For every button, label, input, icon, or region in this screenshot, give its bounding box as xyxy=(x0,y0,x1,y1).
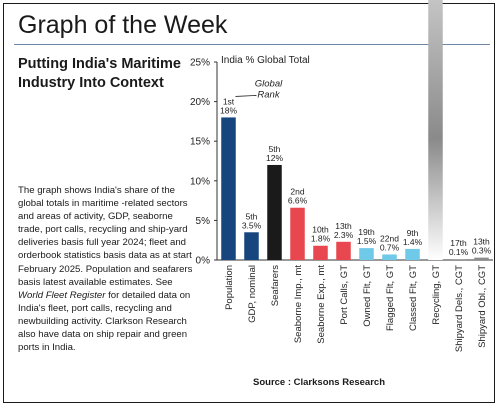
bar-9 xyxy=(405,248,420,260)
bar-11 xyxy=(451,259,466,260)
rank-label: 13th xyxy=(473,237,490,247)
bar-5 xyxy=(313,245,328,260)
world-fleet-register-link[interactable]: World Fleet Register xyxy=(18,289,106,301)
bar-7 xyxy=(359,248,374,260)
category-label: Classed Flt, GT xyxy=(408,265,419,331)
header-divider xyxy=(14,44,490,45)
annotation-leader-line xyxy=(235,95,257,97)
rank-label: 19th xyxy=(358,227,375,237)
rank-label: 17th xyxy=(450,238,467,248)
category-label: GDP, nominal xyxy=(247,265,258,323)
value-label: 1.4% xyxy=(403,237,423,247)
value-label: 1.8% xyxy=(311,234,331,244)
panel-border xyxy=(3,3,495,403)
y-tick-label: 20% xyxy=(190,97,210,108)
bar-6 xyxy=(336,241,351,260)
rank-label: 9th xyxy=(407,228,419,238)
value-label: 0.3% xyxy=(472,246,492,256)
category-label: Port Calls, GT xyxy=(339,265,350,325)
rank-label: 22nd xyxy=(380,233,399,243)
rank-label: 5th xyxy=(269,144,281,154)
category-label: Flagged Flt, GT xyxy=(385,265,396,331)
value-label: 1.5% xyxy=(357,236,377,246)
bar-10 xyxy=(428,0,443,260)
y-tick-label: 5% xyxy=(196,216,211,227)
rank-label: 2nd xyxy=(290,187,304,197)
value-label: 12% xyxy=(266,153,283,163)
article-body: The graph shows India's share of the glo… xyxy=(18,184,196,354)
y-tick-label: 10% xyxy=(190,176,210,187)
page-title: Graph of the Week xyxy=(18,11,228,39)
value-label: 18% xyxy=(220,105,237,115)
bar-4 xyxy=(290,207,305,260)
article-subtitle: Putting India's Maritime Industry Into C… xyxy=(18,56,181,91)
category-label: Seaborne Imp., mt xyxy=(293,265,304,344)
bar-3 xyxy=(267,164,282,260)
value-label: 0.7% xyxy=(380,242,400,252)
category-label: Shipyard Dels., CGT xyxy=(454,265,465,352)
y-tick-label: 25% xyxy=(190,58,210,69)
category-label: Population xyxy=(224,265,235,310)
value-label: 3.5% xyxy=(242,220,262,230)
bar-2 xyxy=(244,232,259,260)
bar-1 xyxy=(221,117,236,260)
rank-label: 5th xyxy=(246,211,258,221)
article-body-part1: The graph shows India's share of the glo… xyxy=(18,185,193,288)
rank-label: 1st xyxy=(223,96,235,106)
category-label: Owned Flt, GT xyxy=(362,265,373,327)
chart-title: India % Global Total xyxy=(221,55,310,66)
rank-label: 10th xyxy=(312,225,329,235)
y-tick-label: 15% xyxy=(190,137,210,148)
category-label: Recycling, GT xyxy=(431,265,442,325)
category-label: Seafarers xyxy=(270,265,281,306)
value-label: 6.6% xyxy=(288,196,308,206)
rank-label: 13th xyxy=(335,221,352,231)
y-tick-label: 0% xyxy=(196,256,211,267)
global-rank-annotation: Global Rank xyxy=(255,78,283,100)
bar-12 xyxy=(474,257,489,260)
value-label: 2.3% xyxy=(334,230,354,240)
chart-source: Source : Clarksons Research xyxy=(253,377,386,388)
article-body-part2: for detailed data on India's fleet, port… xyxy=(18,289,191,354)
category-label: Seaborne Exp., mt xyxy=(316,265,327,344)
bar-8 xyxy=(382,254,397,260)
category-label: Shipyard Obl., CGT xyxy=(477,265,488,348)
value-label: 0.1% xyxy=(449,247,469,257)
